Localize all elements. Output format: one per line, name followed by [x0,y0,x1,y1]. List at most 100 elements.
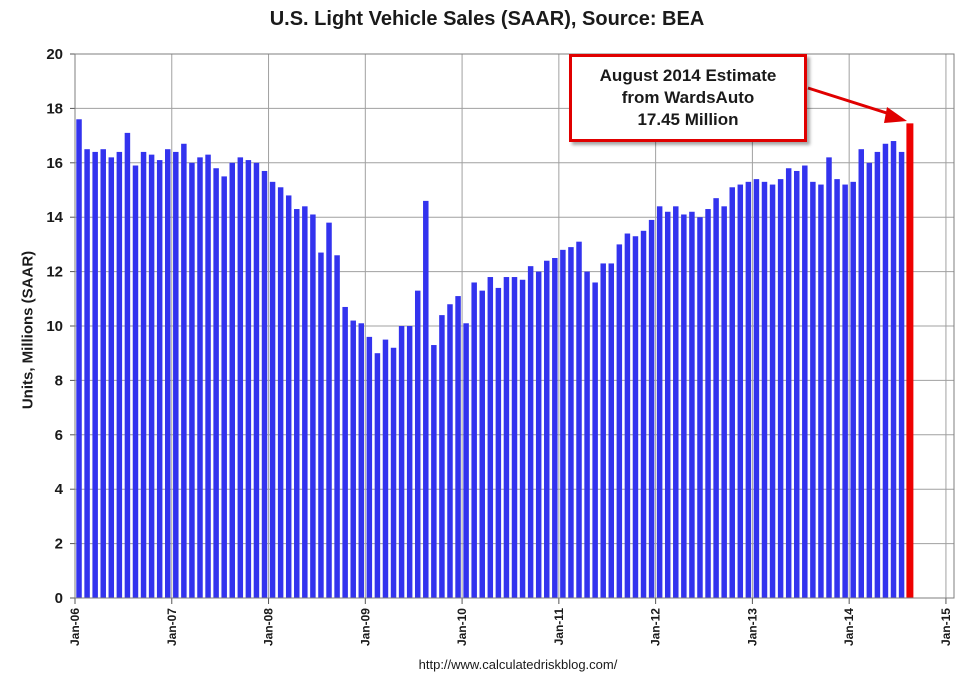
bar [140,151,147,599]
bar [342,306,348,598]
bar [455,296,461,598]
bar [729,187,735,598]
annotation-line-2: from WardsAuto [621,87,755,107]
bar [173,151,179,599]
bar [544,260,550,598]
bar [350,320,356,598]
bar [390,347,397,598]
bar [858,149,865,598]
bar [269,181,276,598]
bar [310,214,316,599]
bar [737,184,744,598]
y-axis-label: Units, Millions (SAAR) [19,250,37,410]
bar [108,157,115,599]
bar [84,149,90,598]
bars-layer [76,119,914,599]
bar [664,211,671,598]
bar [898,151,905,599]
bar [431,345,437,598]
bar [124,132,131,598]
highlight-bar [906,123,914,599]
bar [374,353,381,598]
bar [882,143,889,598]
bar [777,179,784,598]
x-tick-label: Jan-08 [262,608,276,646]
bar [92,151,98,599]
bar [761,181,768,598]
bar [511,277,518,598]
bar [181,143,187,598]
bar [592,282,598,598]
y-tick-label: 8 [55,372,63,389]
chart-title: U.S. Light Vehicle Sales (SAAR), Source:… [269,8,705,30]
x-tick-label: Jan-13 [745,608,759,646]
bar [398,326,405,598]
bar [640,230,647,599]
bar [632,236,639,599]
bar [834,179,840,598]
bar [656,206,663,598]
bar [156,160,163,598]
bar [826,157,832,599]
bar [608,263,615,598]
bar [705,209,711,599]
bar [794,170,800,598]
annotation-line-1: August 2014 Estimate [599,65,777,85]
bar [100,149,106,598]
x-tick-label: Jan-10 [455,608,469,646]
bar [414,290,421,598]
bar [535,271,542,598]
bar [721,206,727,598]
bar [519,279,526,598]
bar [527,266,534,598]
arrow-layer [807,86,907,123]
bar [802,165,808,598]
bar [382,339,389,598]
y-tick-label: 16 [46,155,63,172]
bar [785,168,792,599]
bar [576,241,582,598]
bar [600,263,606,598]
bar [818,184,824,598]
y-tick-label: 20 [46,46,63,63]
bar [439,315,445,598]
bar [874,151,881,599]
annotation-box: August 2014 Estimate from WardsAuto 17.4… [569,54,807,142]
bar [285,195,292,598]
bar [245,160,252,598]
x-tick-label: Jan-14 [842,608,856,646]
bar [229,162,235,599]
bar [148,154,155,598]
y-tick-label: 18 [46,100,63,117]
bar [673,206,679,598]
plot-border [74,53,955,599]
bar [503,277,510,598]
bar [253,162,260,599]
bar [116,151,123,599]
bar [423,200,429,598]
bar [850,181,856,598]
y-tick-label: 10 [46,318,63,335]
bar [495,287,502,598]
bar [560,249,566,598]
bar [164,149,171,598]
bar [463,323,469,598]
x-tick-label: Jan-06 [68,608,82,646]
bar [681,214,687,599]
x-tick-label: Jan-15 [939,608,953,646]
y-tick-label: 6 [55,427,63,444]
x-tick-label: Jan-09 [358,608,372,646]
bar [689,211,695,598]
y-tick-label: 14 [46,209,63,226]
source-url: http://www.calculatedriskblog.com/ [418,657,618,672]
bar [769,184,776,598]
y-tick-label: 4 [55,481,64,498]
bar [810,181,816,598]
bar [358,323,365,598]
bar [552,258,558,598]
bar [277,187,284,598]
bar [318,252,324,598]
bar [616,244,623,598]
bar [294,209,300,599]
bar [745,181,752,598]
